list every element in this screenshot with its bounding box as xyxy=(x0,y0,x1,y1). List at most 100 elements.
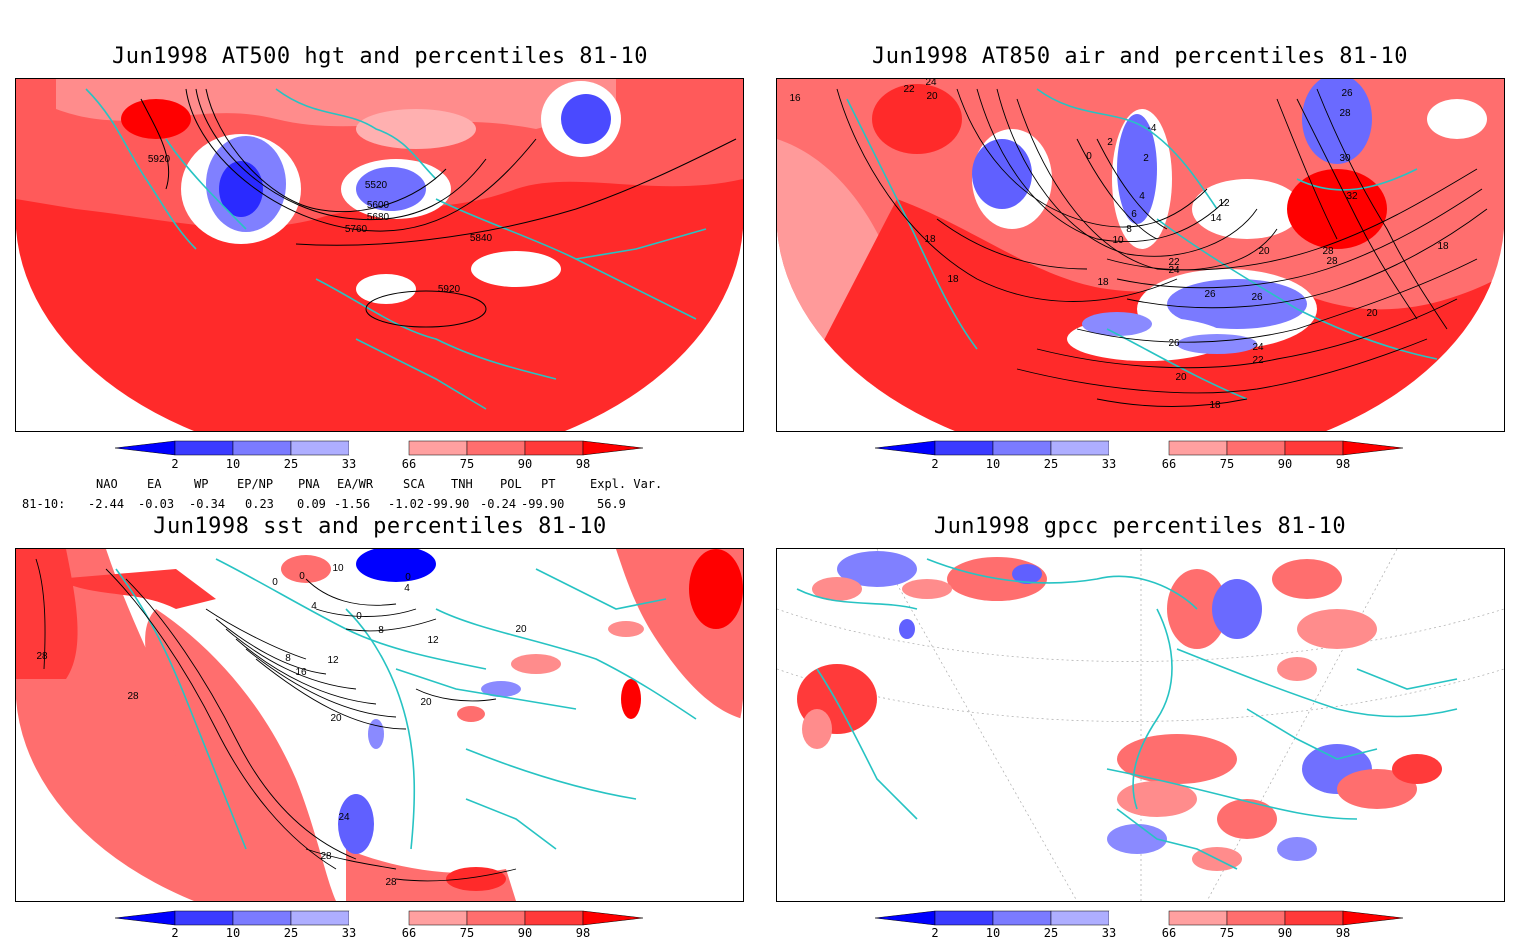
panel-title-gpcc: Jun1998 gpcc percentiles 81-10 xyxy=(933,514,1347,539)
contour-label: 28 xyxy=(127,691,139,702)
colorbar-tick: 75 xyxy=(1219,457,1235,471)
colorbar-tick: 90 xyxy=(517,926,533,940)
contour-label: 24 xyxy=(1168,265,1180,276)
contour-label: 0 xyxy=(356,611,362,622)
colorbar-tick: 66 xyxy=(401,926,417,940)
contour-label: 14 xyxy=(1210,213,1222,224)
contour-label: 5760 xyxy=(345,224,368,235)
contour-label: 0 xyxy=(299,571,305,582)
contour-label: 22 xyxy=(1168,257,1180,268)
contour-label: 28 xyxy=(1322,246,1334,257)
contour-label: 26 xyxy=(1168,338,1180,349)
colorbar-tick: 10 xyxy=(985,926,1001,940)
contour-label: 0 xyxy=(1086,151,1092,162)
colorbar-tick: 90 xyxy=(1277,926,1293,940)
index-value: -2.44 xyxy=(88,497,125,511)
contour-label: 8 xyxy=(1126,224,1132,235)
index-value: -1.56 xyxy=(334,497,371,511)
panel-title-sst: Jun1998 sst and percentiles 81-10 xyxy=(153,514,607,539)
contour-label: -4 xyxy=(1148,123,1157,134)
colorbar-tick: 90 xyxy=(517,457,533,471)
colorbar-tick: 98 xyxy=(1335,926,1351,940)
contour-label: 5680 xyxy=(367,212,390,223)
colorbar-top-left: 2 10 25 33 66 75 90 98 xyxy=(114,440,645,474)
contour-label: 28 xyxy=(1339,108,1351,119)
map-panel-sst: 0 0 0 10 4 0 4 8 8 12 16 20 12 20 24 28 … xyxy=(15,548,744,902)
contour-label: 20 xyxy=(420,697,432,708)
map-panel-hgt: 5920 5520 5600 5680 5760 5840 5920 xyxy=(15,78,744,432)
colorbar-tick: 98 xyxy=(1335,457,1351,471)
index-value: -99.90 xyxy=(521,497,565,511)
index-header: EP/NP xyxy=(237,477,274,491)
colorbar-tick: 66 xyxy=(1161,926,1177,940)
sst-map: 0 0 0 10 4 0 4 8 8 12 16 20 12 20 24 28 … xyxy=(16,549,743,901)
contour-label: 8 xyxy=(378,625,384,636)
colorbar-tick: 66 xyxy=(401,457,417,471)
gpcc-map xyxy=(777,549,1504,901)
contour-label: 26 xyxy=(1204,289,1216,300)
contour-label: 26 xyxy=(1341,88,1353,99)
index-value: -99.90 xyxy=(426,497,470,511)
colorbar-tick: 2 xyxy=(171,457,179,471)
colorbar-tick: 10 xyxy=(225,457,241,471)
contour-label: 28 xyxy=(320,851,332,862)
contour-label: 10 xyxy=(332,563,344,574)
contour-label: 24 xyxy=(925,79,937,88)
colorbar-tick: 33 xyxy=(1101,457,1117,471)
index-value: -1.02 xyxy=(388,497,425,511)
index-value: -0.24 xyxy=(480,497,517,511)
contour-label: 20 xyxy=(1258,246,1270,257)
air-map: 16 22 20 24 2 -4 0 2 4 6 8 10 12 14 18 1… xyxy=(777,79,1504,431)
colorbar-tick: 10 xyxy=(985,457,1001,471)
colorbar-top-right: 2 10 25 33 66 75 90 98 xyxy=(874,440,1405,474)
contour-label: 12 xyxy=(427,635,439,646)
contour-label: 20 xyxy=(1366,308,1378,319)
contour-label: 10 xyxy=(1112,235,1124,246)
index-header: NAO xyxy=(96,477,118,491)
contour-label: 5600 xyxy=(367,200,390,211)
colorbar-tick: 2 xyxy=(931,926,939,940)
colorbar-tick: 66 xyxy=(1161,457,1177,471)
contour-label: 16 xyxy=(789,93,801,104)
contour-label: 32 xyxy=(1346,191,1358,202)
index-header: POL xyxy=(500,477,522,491)
index-value: 0.09 xyxy=(297,497,326,511)
contour-label: 20 xyxy=(330,713,342,724)
index-header: PT xyxy=(541,477,556,491)
colorbar-tick: 90 xyxy=(1277,457,1293,471)
colorbar-tick: 25 xyxy=(283,457,299,471)
index-value: 0.23 xyxy=(245,497,274,511)
index-header: TNH xyxy=(451,477,473,491)
colorbar-tick: 75 xyxy=(1219,926,1235,940)
colorbar-tick: 33 xyxy=(1101,926,1117,940)
colorbar-tick: 25 xyxy=(283,926,299,940)
index-header: WP xyxy=(194,477,209,491)
hgt-map: 5920 5520 5600 5680 5760 5840 5920 xyxy=(16,79,743,431)
colorbar-tick: 75 xyxy=(459,457,475,471)
contour-label: 4 xyxy=(311,601,317,612)
index-value: -0.34 xyxy=(189,497,226,511)
colorbar-tick: 98 xyxy=(575,926,591,940)
index-row-label: 81-10: xyxy=(22,497,66,511)
contour-label: 5920 xyxy=(148,154,171,165)
contour-label: 24 xyxy=(338,812,350,823)
colorbar-tick: 2 xyxy=(171,926,179,940)
contour-label: 2 xyxy=(1107,137,1113,148)
contour-label: 8 xyxy=(285,653,291,664)
contour-label: 20 xyxy=(926,91,938,102)
contour-label: 6 xyxy=(1131,209,1137,220)
contour-label: 30 xyxy=(1339,153,1351,164)
contour-label: 20 xyxy=(1175,372,1187,383)
contour-label: 12 xyxy=(327,655,339,666)
panel-title-hgt: Jun1998 AT500 hgt and percentiles 81-10 xyxy=(111,44,649,69)
map-panel-gpcc xyxy=(776,548,1505,902)
map-panel-air: 16 22 20 24 2 -4 0 2 4 6 8 10 12 14 18 1… xyxy=(776,78,1505,432)
contour-label: 24 xyxy=(1252,342,1264,353)
contour-label: 28 xyxy=(36,651,48,662)
contour-label: 20 xyxy=(515,624,527,635)
index-header: Expl. Var. xyxy=(590,477,663,491)
contour-label: 22 xyxy=(1252,355,1264,366)
contour-label: 4 xyxy=(1139,191,1145,202)
contour-label: 4 xyxy=(404,583,410,594)
contour-label: 5840 xyxy=(470,233,493,244)
